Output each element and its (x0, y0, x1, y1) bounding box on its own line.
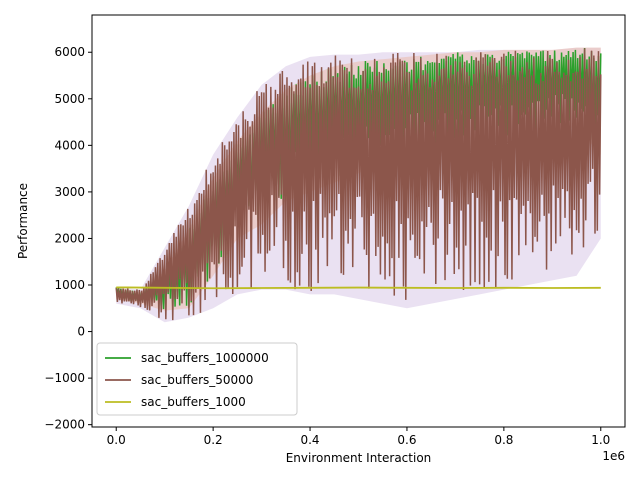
axes-frame (91, 14, 626, 428)
y-tick-label: 2000 (54, 231, 85, 245)
y-tick-label: −1000 (44, 371, 85, 385)
x-axis-offset-label: 1e6 (602, 449, 625, 463)
y-tick-label: −2000 (44, 418, 85, 432)
y-tick-label: 1000 (54, 278, 85, 292)
series-lines (115, 47, 602, 321)
series-line (116, 286, 601, 290)
y-tick-label: 5000 (54, 92, 85, 106)
x-axis-label: Environment Interaction (286, 451, 432, 465)
y-axis-ticks: −2000 −1000 0 1000 2000 3000 4000 5000 6000 (44, 45, 92, 432)
x-axis-ticks: 0.0 0.2 0.4 0.6 0.8 1.0 (107, 427, 610, 447)
legend-label: sac_buffers_50000 (141, 373, 253, 387)
variance-band (116, 47, 601, 311)
y-tick-label: 6000 (54, 45, 85, 59)
legend: sac_buffers_1000000 sac_buffers_50000 sac_… (96, 342, 298, 416)
y-axis-label: Performance (16, 183, 30, 259)
x-tick-label: 0.6 (397, 433, 416, 447)
x-tick-label: 0.0 (107, 433, 126, 447)
legend-label: sac_buffers_1000000 (141, 351, 269, 365)
y-tick-label: 3000 (54, 185, 85, 199)
x-tick-label: 0.2 (204, 433, 223, 447)
x-tick-label: 0.4 (300, 433, 319, 447)
x-tick-label: 1.0 (591, 433, 610, 447)
legend-label: sac_buffers_1000 (141, 395, 246, 409)
series-line (115, 48, 602, 321)
y-tick-label: 4000 (54, 138, 85, 152)
legend-box (96, 342, 298, 416)
x-tick-label: 0.8 (494, 433, 513, 447)
y-tick-label: 0 (77, 325, 85, 339)
